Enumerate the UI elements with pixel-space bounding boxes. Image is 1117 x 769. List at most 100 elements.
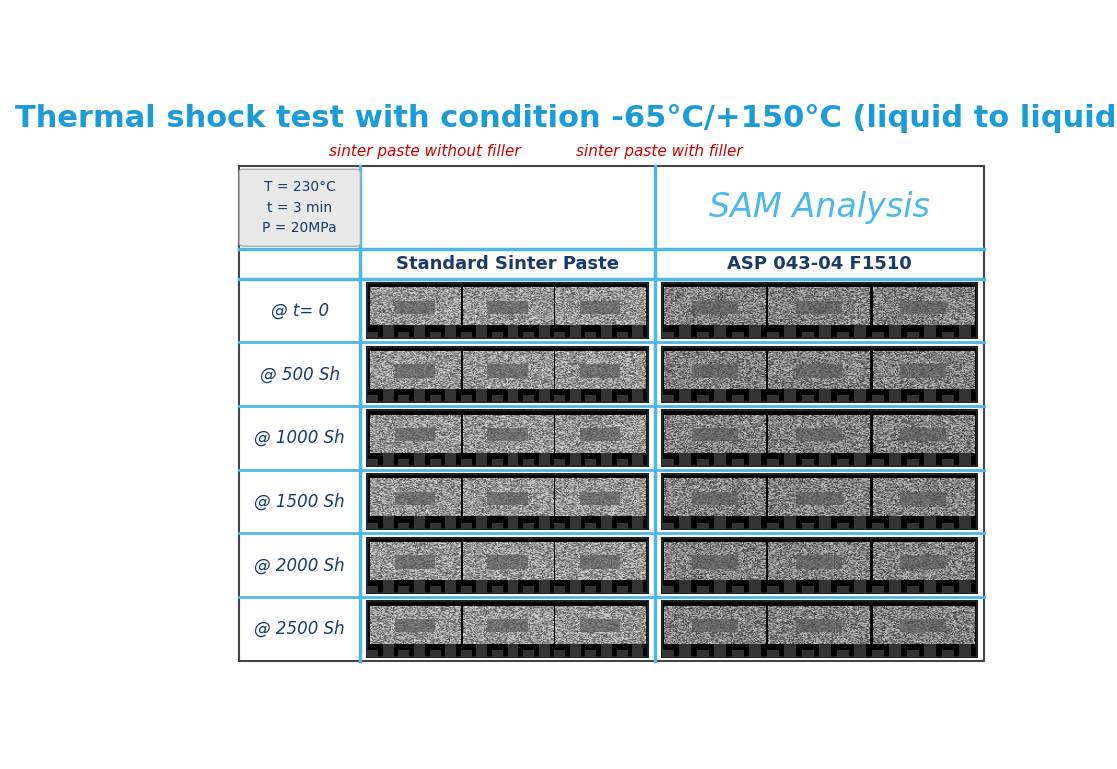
Bar: [872, 478, 974, 516]
Bar: [750, 580, 762, 593]
Bar: [819, 325, 831, 338]
Bar: [399, 650, 409, 657]
Bar: [732, 523, 744, 529]
Bar: [430, 395, 440, 402]
Bar: [414, 325, 424, 338]
Bar: [679, 389, 691, 402]
Bar: [538, 580, 550, 593]
Bar: [766, 523, 779, 529]
Bar: [661, 410, 976, 465]
Bar: [871, 650, 884, 657]
Bar: [872, 351, 974, 389]
Bar: [871, 523, 884, 529]
Bar: [570, 644, 581, 657]
Bar: [750, 325, 762, 338]
Bar: [462, 288, 553, 325]
Bar: [871, 459, 884, 465]
Bar: [900, 301, 946, 314]
Bar: [538, 389, 550, 402]
Bar: [367, 347, 648, 402]
Bar: [487, 619, 528, 632]
Bar: [693, 301, 738, 314]
Bar: [430, 331, 440, 338]
Bar: [732, 459, 744, 465]
Bar: [768, 478, 870, 516]
Bar: [523, 587, 534, 593]
Bar: [476, 580, 487, 593]
Bar: [446, 389, 456, 402]
Bar: [661, 523, 674, 529]
Bar: [714, 325, 726, 338]
Bar: [370, 542, 460, 580]
Bar: [900, 555, 946, 568]
Bar: [907, 331, 919, 338]
Bar: [907, 587, 919, 593]
Bar: [367, 331, 379, 338]
Bar: [580, 301, 620, 314]
Bar: [554, 395, 565, 402]
Bar: [585, 523, 596, 529]
Bar: [693, 555, 738, 568]
Bar: [693, 428, 738, 441]
Text: T = 230°C
t = 3 min
P = 20MPa: T = 230°C t = 3 min P = 20MPa: [262, 180, 337, 235]
Bar: [697, 650, 709, 657]
Bar: [601, 325, 612, 338]
Bar: [601, 644, 612, 657]
Bar: [697, 459, 709, 465]
Bar: [461, 650, 471, 657]
Bar: [900, 428, 946, 441]
Bar: [661, 395, 674, 402]
Bar: [697, 331, 709, 338]
Bar: [714, 516, 726, 529]
Bar: [461, 331, 471, 338]
Bar: [889, 644, 901, 657]
Bar: [414, 644, 424, 657]
Bar: [491, 650, 503, 657]
Bar: [750, 644, 762, 657]
Bar: [538, 644, 550, 657]
Text: Standard Sinter Paste: Standard Sinter Paste: [397, 255, 619, 273]
Bar: [370, 606, 460, 644]
Bar: [555, 478, 646, 516]
Bar: [367, 459, 379, 465]
Bar: [924, 580, 936, 593]
Bar: [430, 587, 440, 593]
Bar: [487, 365, 528, 378]
Bar: [394, 428, 436, 441]
Bar: [661, 474, 976, 529]
Bar: [855, 453, 867, 465]
Bar: [768, 288, 870, 325]
Bar: [942, 459, 954, 465]
Bar: [766, 459, 779, 465]
Bar: [784, 389, 796, 402]
Bar: [383, 516, 394, 529]
Bar: [907, 395, 919, 402]
Bar: [661, 283, 976, 338]
Bar: [768, 606, 870, 644]
Text: sinter paste with filler: sinter paste with filler: [575, 144, 743, 159]
Bar: [570, 580, 581, 593]
Bar: [601, 580, 612, 593]
Bar: [554, 331, 565, 338]
Bar: [370, 351, 460, 389]
Text: SAM Analysis: SAM Analysis: [709, 191, 929, 225]
Bar: [802, 650, 814, 657]
Bar: [900, 365, 946, 378]
Bar: [819, 389, 831, 402]
Bar: [661, 459, 674, 465]
Bar: [766, 587, 779, 593]
Bar: [570, 325, 581, 338]
Bar: [872, 542, 974, 580]
Bar: [960, 325, 972, 338]
Bar: [585, 587, 596, 593]
Bar: [784, 453, 796, 465]
Bar: [960, 644, 972, 657]
Bar: [942, 395, 954, 402]
Bar: [487, 428, 528, 441]
Bar: [693, 365, 738, 378]
Bar: [580, 365, 620, 378]
Bar: [580, 619, 620, 632]
Bar: [665, 478, 766, 516]
Bar: [383, 325, 394, 338]
Bar: [538, 516, 550, 529]
